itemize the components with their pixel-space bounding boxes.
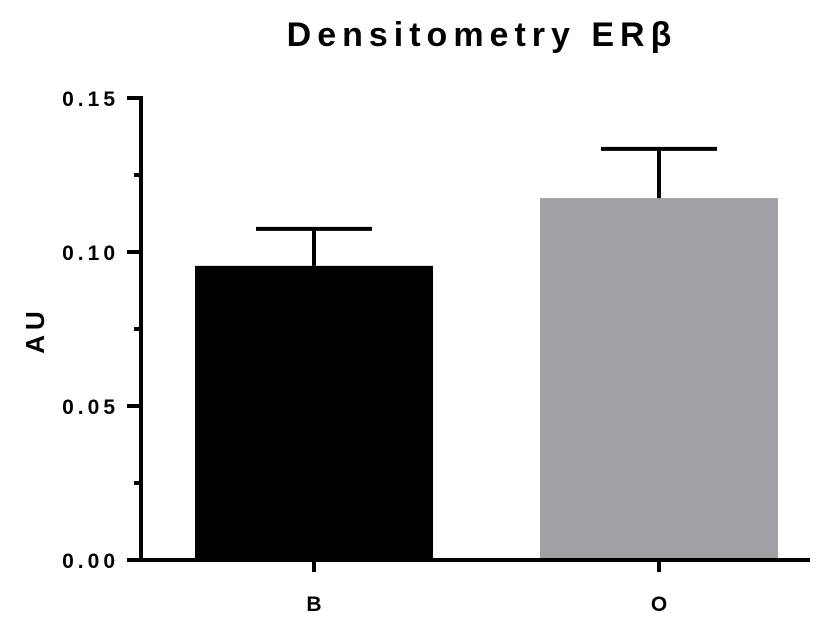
y-tick-label: 0.00	[62, 550, 119, 573]
chart-title: Densitometry ERβ	[287, 16, 678, 54]
bar-o	[540, 198, 778, 560]
error-bars-layer	[256, 146, 717, 266]
y-tick-label: 0.05	[62, 396, 119, 419]
x-tick-label-o: O	[651, 593, 667, 616]
axes-layer	[127, 96, 810, 572]
y-tick-label: 0.10	[62, 242, 119, 265]
y-axis-label: AU	[20, 306, 50, 354]
y-tick-label: 0.15	[62, 88, 119, 111]
labels-layer: B O 0.00 0.05 0.10 0.15	[62, 88, 667, 616]
x-tick-label-b: B	[306, 593, 321, 616]
bars-layer	[195, 198, 778, 560]
bar-b	[195, 265, 433, 560]
